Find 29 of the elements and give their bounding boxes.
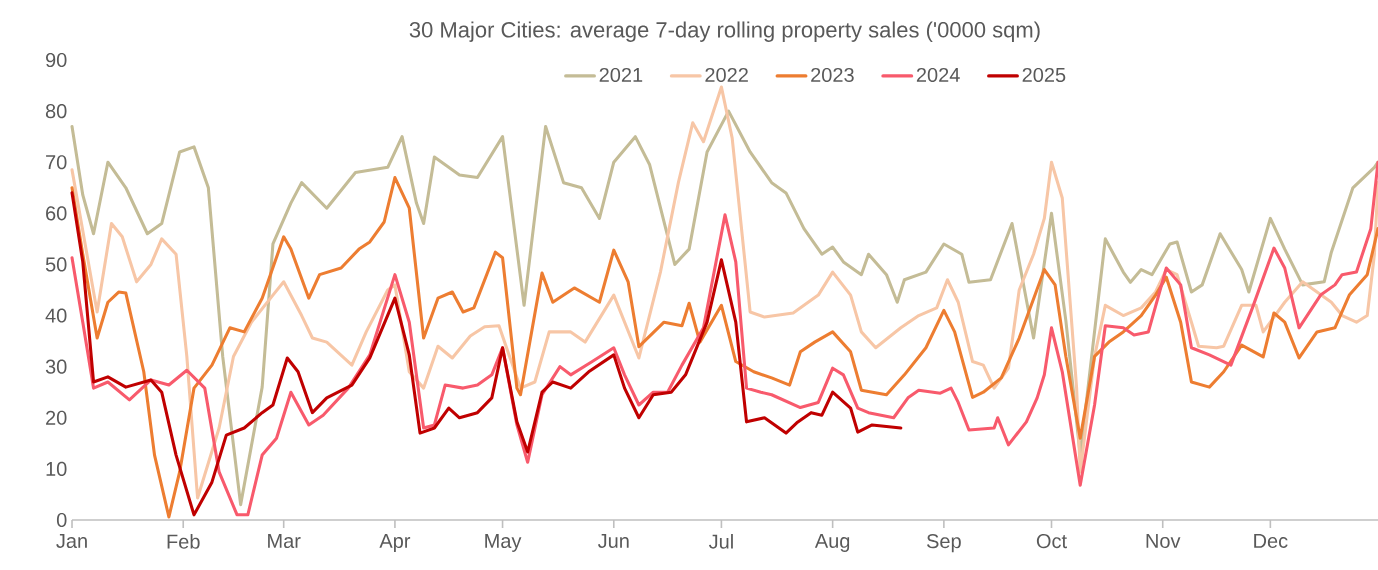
line-series: [70, 191, 903, 517]
x-tick-label: Jan: [56, 534, 87, 548]
x-tick-label: Jul: [708, 534, 733, 549]
y-tick-label: 70: [46, 155, 67, 170]
x-tick-label: Mar: [268, 534, 301, 548]
legend-label: 2023: [811, 67, 854, 83]
x-tick-label: Apr: [379, 534, 411, 552]
y-tick-label: 10: [46, 461, 67, 476]
x-tick-label: Feb: [167, 534, 200, 549]
y-tick-label: 0: [56, 512, 67, 528]
x-tick-label: Sep: [926, 534, 961, 553]
x-tick-label: Dec: [1254, 534, 1288, 548]
x-tick-label: Oct: [1036, 534, 1067, 549]
x-tick-label: May: [485, 534, 522, 552]
legend-label: 2025: [1022, 67, 1066, 83]
y-tick-label: 80: [45, 104, 67, 119]
x-tick-label: Nov: [1146, 534, 1181, 548]
y-tick-label: 20: [46, 410, 67, 425]
y-tick-label: 60: [46, 206, 67, 221]
y-tick-label: 30: [45, 359, 67, 374]
legend-label: 2021: [599, 67, 643, 83]
chart-title: 30 Major Cities: average 7-day rolling property sales ('0000 sqm): [409, 21, 1040, 42]
y-tick-label: 50: [45, 257, 67, 272]
legend-label: 2022: [705, 67, 748, 83]
x-tick-label: Jun: [597, 534, 629, 548]
legend-label: 2024: [916, 67, 960, 83]
x-tick-label: Aug: [814, 534, 850, 552]
y-tick-label: 90: [46, 52, 67, 68]
y-tick-label: 40: [45, 308, 67, 323]
